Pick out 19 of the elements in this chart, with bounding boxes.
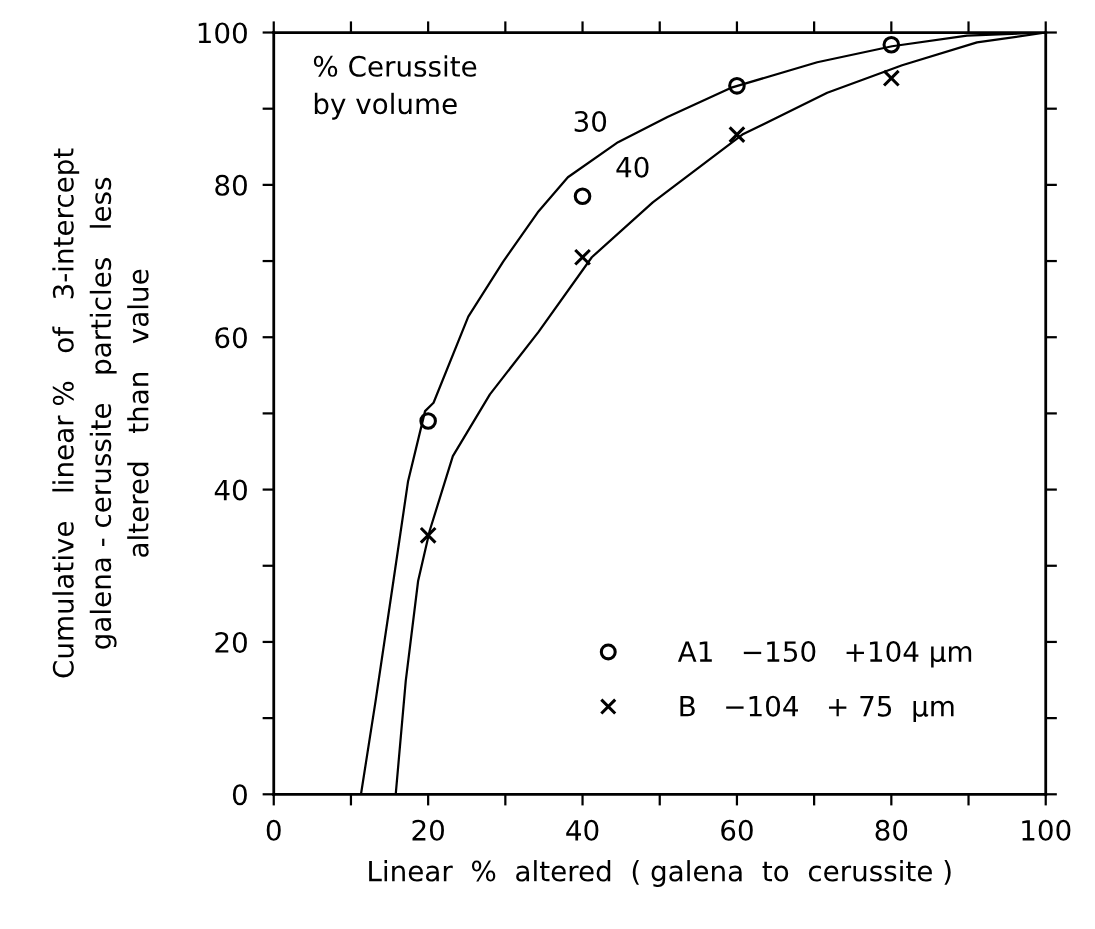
x-tick-label: 100 xyxy=(1022,819,1071,841)
y-tick-label: 60 xyxy=(215,327,247,349)
y-tick-label: 40 xyxy=(214,479,247,501)
x-tick-label: 20 xyxy=(412,819,444,841)
x-axis-title: Linear % altered ( galena to cerussite ) xyxy=(369,860,951,887)
y-tick-label: 100 xyxy=(198,22,247,44)
x-tick-label: 60 xyxy=(721,819,753,841)
y-tick-label: 0 xyxy=(232,784,247,806)
annotation: % Cerussite by volume xyxy=(313,55,477,120)
annotation: 30 xyxy=(574,110,607,132)
x-tick-label: 40 xyxy=(566,819,599,841)
annotation: 40 xyxy=(616,156,649,178)
x-tick-label: 0 xyxy=(266,819,281,841)
y-tick-label: 20 xyxy=(215,631,247,653)
legend-label: B −104 + 75 µm xyxy=(680,695,954,723)
x-tick-label: 80 xyxy=(875,819,908,841)
y-axis-title: Cumulative linear % of 3-intercept galena - cerussite particles less altered than value xyxy=(52,148,149,678)
y-tick-label: 80 xyxy=(215,174,247,196)
legend-label: A1 −150 +104 µm xyxy=(677,641,972,668)
